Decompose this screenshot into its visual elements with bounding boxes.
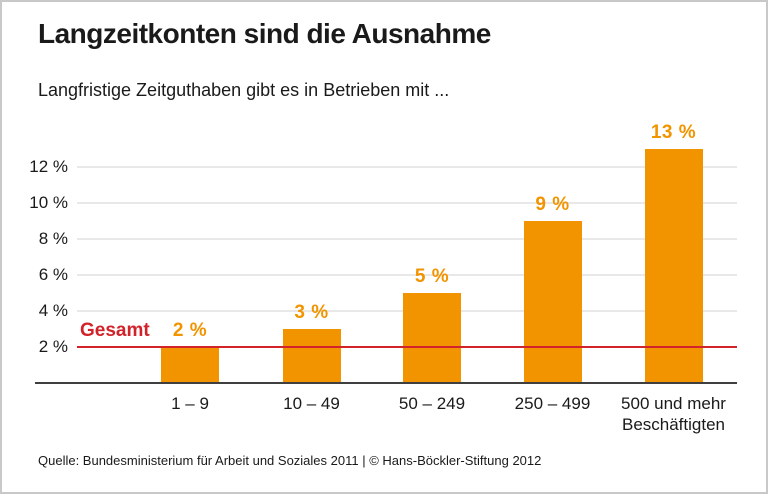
bar-value-label: 5 % [414,266,450,287]
bar [282,329,341,383]
bar [523,221,582,383]
gridline [77,202,737,204]
x-axis-category-label: 50 – 249 [398,394,466,413]
gridline [77,274,737,276]
bar-value-label: 9 % [535,194,570,215]
y-axis-tick-label: 12 % [29,157,68,176]
bar-value-label: 2 % [172,320,208,341]
gesamt-reference-line [77,346,737,348]
gesamt-label: Gesamt [80,320,150,341]
chart-title: Langzeitkonten sind die Ausnahme [38,18,491,49]
y-axis-tick-label: 4 % [38,301,68,320]
y-axis-tick-label: 10 % [29,193,68,212]
bar-value-label: 13 % [650,122,697,143]
x-axis-category-label: 250 – 499 [514,394,591,413]
bar [161,347,219,383]
chart-subtitle: Langfristige Zeitguthaben gibt es in Bet… [38,80,450,100]
gridline [77,238,737,240]
y-axis-tick-label: 8 % [38,229,68,248]
y-axis-tick-label: 2 % [38,337,68,356]
gridline [77,166,737,168]
x-axis-category-label: 500 und mehr Beschäftigten [621,394,726,434]
x-axis-category-label: 1 – 9 [171,394,209,413]
bar-value-label: 3 % [294,302,329,323]
bar [644,149,703,383]
source-note: Quelle: Bundesministerium für Arbeit und… [38,453,542,468]
x-axis-line [35,382,737,384]
x-axis-category-label: 10 – 49 [283,394,340,413]
bar [403,293,461,383]
y-axis-tick-label: 6 % [38,265,68,284]
